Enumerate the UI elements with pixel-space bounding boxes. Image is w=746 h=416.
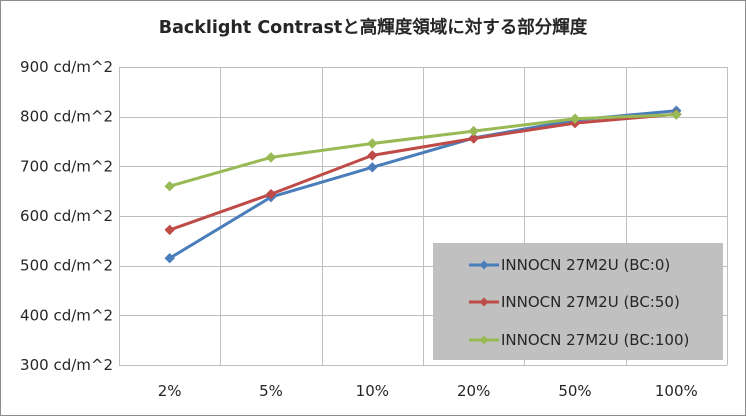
y-axis-tick-labels: 300 cd/m^2 400 cd/m^2 500 cd/m^2 600 cd/m^2… (20, 58, 113, 374)
x-tick-label: 50% (558, 382, 591, 400)
legend-label: INNOCN 27M2U (BC:0) (501, 256, 670, 274)
legend: INNOCN 27M2U (BC:0) INNOCN 27M2U (BC:50) I… (433, 243, 723, 360)
legend-marker-swatch (479, 260, 489, 270)
data-point-marker (164, 180, 175, 192)
data-point-marker (164, 253, 175, 264)
data-point-marker (569, 113, 581, 124)
y-tick-label: 300 cd/m^2 (20, 356, 113, 374)
x-tick-label: 2% (158, 382, 182, 400)
series-3 (164, 109, 682, 192)
x-tick-label: 5% (259, 382, 283, 400)
y-tick-label: 500 cd/m^2 (20, 257, 113, 275)
y-tick-label: 800 cd/m^2 (20, 108, 113, 126)
y-tick-label: 600 cd/m^2 (20, 207, 113, 225)
legend-label: INNOCN 27M2U (BC:100) (501, 331, 689, 349)
data-point-marker (671, 109, 682, 120)
grid-lines (119, 67, 728, 366)
y-tick-label: 700 cd/m^2 (20, 157, 113, 175)
x-tick-label: 10% (356, 382, 389, 400)
legend-item: INNOCN 27M2U (BC:50) (469, 293, 680, 311)
legend-label: INNOCN 27M2U (BC:50) (501, 293, 680, 311)
legend-item: INNOCN 27M2U (BC:100) (469, 331, 689, 349)
x-tick-label: 100% (655, 382, 698, 400)
data-point-marker (265, 188, 277, 200)
data-point-marker (367, 162, 378, 173)
series-line (169, 112, 677, 232)
series-line (169, 113, 677, 188)
y-tick-label: 400 cd/m^2 (20, 306, 113, 324)
data-point-marker (265, 152, 277, 163)
data-point-marker (164, 224, 175, 236)
y-tick-label: 900 cd/m^2 (20, 58, 113, 76)
data-point-marker (468, 133, 479, 144)
series-lines (164, 105, 682, 264)
legend-item: INNOCN 27M2U (BC:0) (469, 256, 670, 274)
x-tick-label: 20% (457, 382, 490, 400)
x-axis-tick-labels: 2% 5% 10% 20% 50% 100% (158, 382, 698, 400)
data-point-marker (468, 125, 479, 137)
chart-title: Backlight Contrastと高輝度領域に対する部分輝度 (159, 17, 588, 38)
legend-marker-swatch (479, 335, 489, 345)
data-point-marker (367, 138, 378, 149)
data-point-marker (367, 150, 378, 161)
legend-marker-swatch (479, 297, 489, 307)
